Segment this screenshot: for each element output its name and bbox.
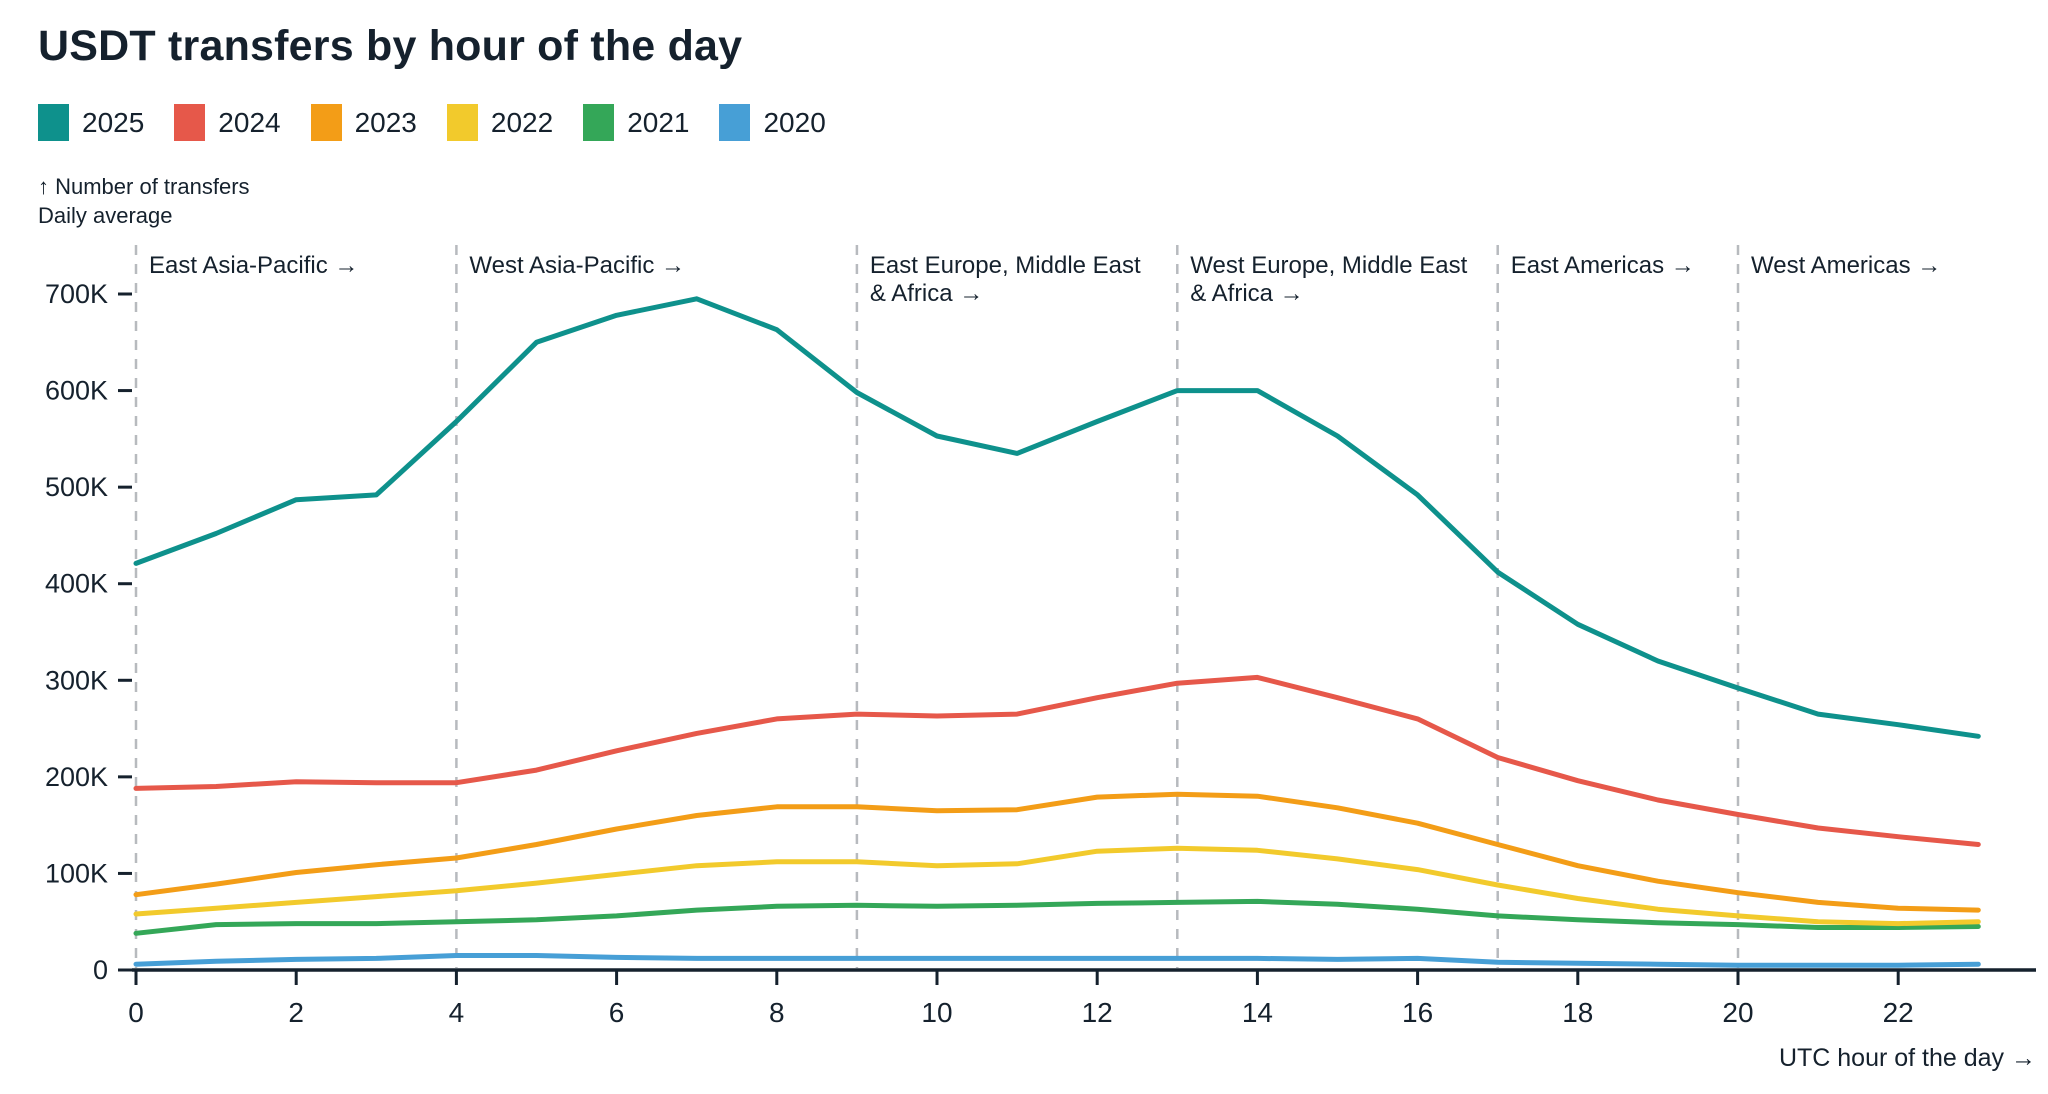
x-axis-tick-label: 6 — [609, 997, 625, 1028]
x-axis-tick-label: 10 — [921, 997, 952, 1028]
legend-label-2025: 2025 — [82, 106, 145, 138]
x-axis-tick-label: 14 — [1242, 997, 1273, 1028]
series-line-2022 — [133, 845, 1981, 927]
legend-item-2023: 2023 — [310, 104, 417, 141]
region-label: East Europe, Middle East — [870, 252, 1141, 279]
legend-swatch-2021 — [583, 104, 615, 141]
series-line-2021 — [133, 898, 1981, 936]
x-axis-tick-label: 16 — [1402, 997, 1433, 1028]
region-label: West Americas → — [1751, 252, 1941, 279]
page-title: USDT transfers by hour of the day — [38, 22, 743, 70]
legend-label-2023: 2023 — [354, 106, 417, 138]
region-label: East Asia-Pacific → — [149, 252, 358, 279]
legend-item-2022: 2022 — [446, 104, 554, 141]
legend-swatch-2022 — [446, 104, 478, 141]
y-axis-title-line1: ↑ Number of transfers — [38, 174, 250, 199]
legend-swatch-2025 — [38, 104, 69, 141]
legend-swatch-2024 — [174, 104, 206, 141]
legend-label-2022: 2022 — [490, 106, 554, 138]
series-line-2024 — [133, 674, 1981, 847]
x-axis-tick-label: 4 — [449, 997, 465, 1028]
x-axis-tick-label: 12 — [1082, 997, 1113, 1028]
legend-label-2021: 2021 — [627, 106, 690, 138]
y-axis-tick-label: 100K — [45, 858, 108, 888]
y-axis-tick-label: 0 — [93, 955, 108, 985]
legend-swatch-2020 — [719, 104, 751, 141]
y-axis-title-line2: Daily average — [38, 203, 173, 228]
y-axis-tick-label: 400K — [45, 569, 108, 599]
series-line-2025 — [133, 296, 1981, 739]
y-axis-tick-label: 500K — [45, 472, 108, 502]
legend-item-2020: 2020 — [719, 104, 826, 141]
y-axis-tick-label: 700K — [45, 279, 108, 309]
region-label: & Africa → — [1190, 280, 1303, 307]
region-label: East Americas → — [1511, 252, 1695, 279]
region-label: West Europe, Middle East — [1190, 252, 1467, 279]
legend: 2025 2024 2023 2022 2021 2020 — [38, 104, 826, 141]
legend-label-2024: 2024 — [218, 106, 281, 138]
series-line-2020 — [133, 953, 1981, 968]
x-axis-tick-label: 18 — [1562, 997, 1593, 1028]
region-label: & Africa → — [870, 280, 983, 307]
x-axis-tick-label: 0 — [128, 997, 144, 1028]
region-label: West Asia-Pacific → — [469, 252, 685, 279]
x-axis-title: UTC hour of the day → — [1779, 1044, 2036, 1072]
x-axis-tick-label: 8 — [769, 997, 785, 1028]
legend-item-2025: 2025 — [38, 104, 144, 141]
y-axis-tick-label: 300K — [45, 665, 108, 695]
legend-swatch-2023 — [310, 104, 342, 141]
series-line-2023 — [133, 791, 1981, 913]
x-axis-tick-label: 22 — [1883, 997, 1914, 1028]
y-axis-tick-label: 200K — [45, 762, 108, 792]
x-axis-tick-label: 20 — [1722, 997, 1753, 1028]
y-axis-title: ↑ Number of transfers Daily average — [38, 172, 250, 230]
legend-item-2021: 2021 — [583, 104, 689, 141]
x-axis-tick-label: 2 — [288, 997, 304, 1028]
legend-label-2020: 2020 — [763, 106, 826, 138]
y-axis-tick-label: 600K — [45, 376, 108, 406]
legend-item-2024: 2024 — [174, 104, 281, 141]
